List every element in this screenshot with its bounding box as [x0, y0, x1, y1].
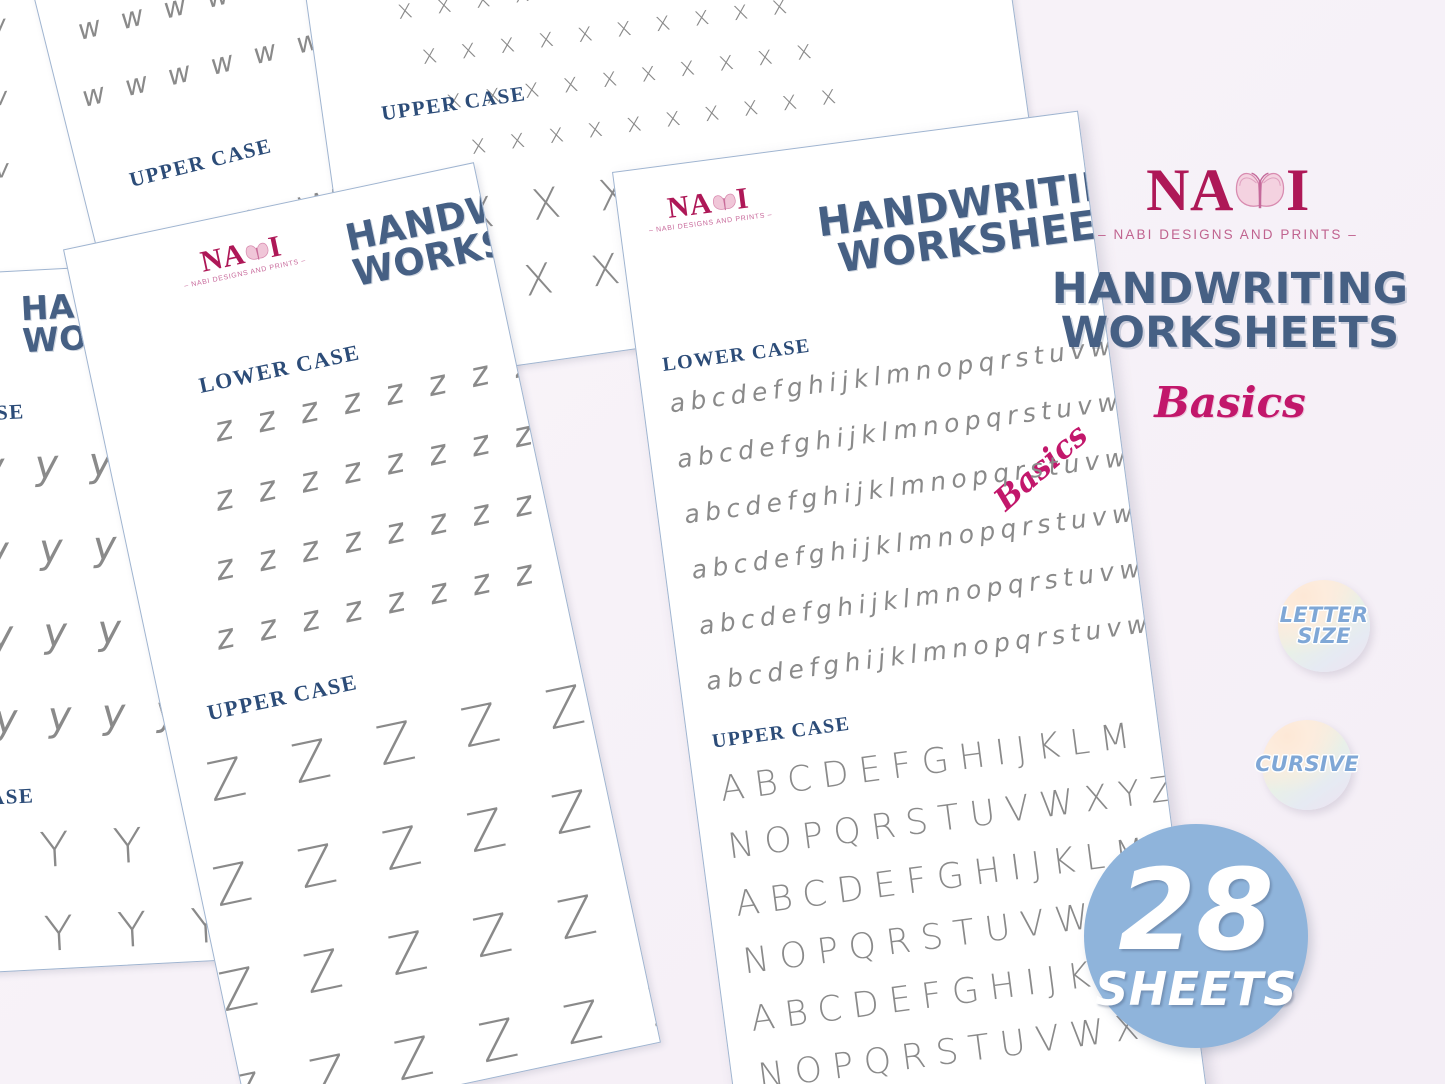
sheet-section-label: UPPER CASE	[126, 133, 275, 192]
sheet-section-label: UPPER CASE	[710, 712, 852, 753]
sheet-section-label: LOWER CASE	[661, 334, 812, 376]
page-subtitle: Basics	[1154, 378, 1306, 427]
page-title-line1: HANDWRITING	[1051, 264, 1409, 314]
badge-letter-size[interactable]: LETTER SIZE	[1278, 580, 1370, 672]
brand-wordmark: NA I	[1146, 160, 1310, 220]
sheet-count-label: SHEETS	[1095, 961, 1297, 1016]
brand-tagline: – NABI DESIGNS AND PRINTS –	[1098, 227, 1358, 242]
sheet-count-number: 28	[1118, 846, 1274, 977]
sheet-count-badge[interactable]: 28 SHEETS	[1084, 824, 1308, 1048]
butterfly-icon	[709, 187, 739, 215]
trace-row: v v v v v	[0, 80, 15, 126]
brand-logo: NA I – NABI DESIGNS AND	[1068, 160, 1388, 242]
sheet-section-label: UPPER CASE	[204, 669, 360, 726]
trace-row: v v v v v	[0, 153, 17, 198]
badge-line2: SIZE	[1297, 624, 1351, 648]
worksheet-sheet-front: NA I – NABI DESIGNS AND PRINTS –	[612, 110, 1209, 1084]
brand-name-before: NA	[665, 186, 714, 225]
badge-cursive[interactable]: CURSIVE	[1255, 720, 1359, 810]
page-title: HANDWRITING WORKSHEETS	[1020, 267, 1440, 358]
trace-row: v v v v v	[0, 8, 13, 54]
page-title-line2: WORKSHEETS	[1060, 307, 1400, 358]
sheet-section-label: UPPER CASE	[0, 783, 35, 815]
brand-name-before: NA	[1146, 157, 1234, 223]
butterfly-icon	[1232, 164, 1288, 216]
badge-line1: LETTER	[1279, 602, 1369, 627]
brand-name-after: I	[1285, 157, 1310, 223]
badge-letter-size-label: LETTER SIZE	[1279, 602, 1369, 648]
butterfly-icon	[241, 236, 273, 266]
sheet-section-label: LOWER CASE	[0, 399, 26, 431]
badge-cursive-label: CURSIVE	[1255, 752, 1359, 777]
worksheet-sheet-z: NA I – NABI DESIGNS AND PRINTS –	[63, 162, 661, 1084]
sheet-brand-logo: NA I – NABI DESIGNS AND PRINTS –	[177, 227, 307, 290]
sheet-brand-logo: NA I – NABI DESIGNS AND PRINTS –	[645, 181, 773, 235]
